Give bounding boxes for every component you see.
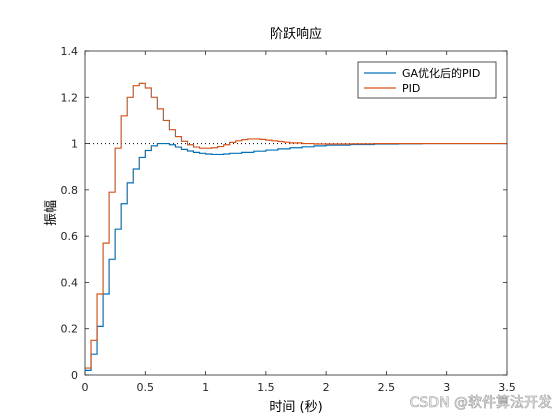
axes-frame [84,50,508,376]
y-axis-label: 振幅 [44,200,59,226]
legend-box [357,61,497,99]
x-tick-label: 2.5 [378,381,396,394]
x-tick-label: 0.5 [137,381,155,394]
x-tick-label: 0 [82,381,89,394]
y-tick-label: 0 [71,369,78,382]
plot-area [85,51,507,375]
x-axis-ticks: 0 0.5 1 1.5 2 2.5 3 3.5 [82,51,516,394]
y-axis-ticks: 0 0.2 0.4 0.6 0.8 1 1.2 1.4 [61,45,507,382]
x-tick-label: 3 [443,381,450,394]
x-tick-label: 1 [202,381,209,394]
y-tick-label: 1 [71,138,78,151]
y-tick-label: 0.6 [61,230,79,243]
y-tick-label: 0.4 [61,276,79,289]
series-line-ga-pid [85,142,507,371]
y-tick-label: 0.8 [61,184,79,197]
series-line-pid [85,82,507,369]
series-layer [85,82,507,371]
y-tick-label: 1.2 [61,91,79,104]
legend-entry-label: PID [402,82,420,95]
x-axis-label: 时间 (秒) [269,400,322,415]
watermark-text: CSDN @软件算法开发 [410,395,552,411]
y-tick-label: 1.4 [61,45,79,58]
x-tick-label: 1.5 [257,381,275,394]
y-tick-label: 0.2 [61,323,79,336]
x-tick-label: 2 [323,381,330,394]
chart-title: 阶跃响应 [270,26,322,42]
x-tick-label: 3.5 [498,381,516,394]
legend: GA优化后的PID PID [357,61,497,99]
legend-entry-label: GA优化后的PID [402,66,480,80]
